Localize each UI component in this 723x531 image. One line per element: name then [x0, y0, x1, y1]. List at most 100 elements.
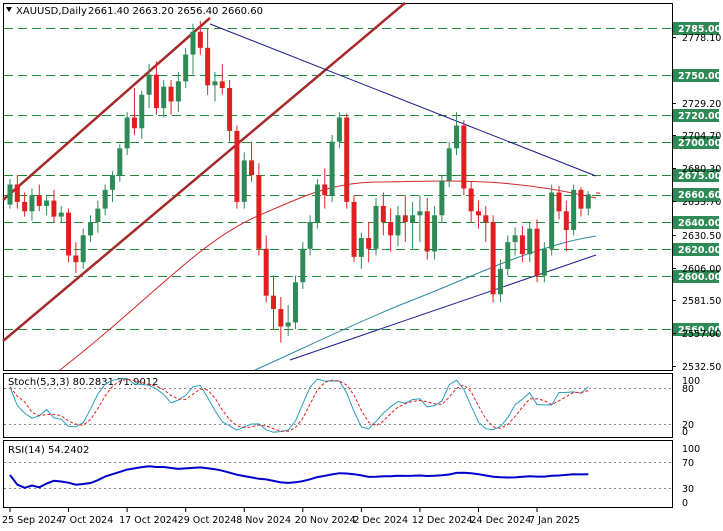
- level-tag-2: [673, 109, 719, 122]
- x-tick-label-2: 17 Oct 2024: [119, 515, 178, 526]
- candle-body-75: [556, 192, 562, 212]
- rsi-panel-frame: [3, 440, 673, 508]
- y-tick-label-1: 2729.20: [682, 99, 721, 110]
- candle-body-70: [519, 235, 525, 255]
- candle-body-66: [490, 221, 496, 295]
- candle-body-19: [146, 74, 152, 95]
- header-symbol: XAUUSD,Daily: [16, 6, 87, 17]
- stoch-header: Stoch(5,3,3) 80.2831 71.9012: [8, 377, 159, 388]
- x-tick-label-5: 20 Nov 2024: [295, 515, 356, 526]
- stoch-signal-line: [9, 378, 589, 432]
- candle-body-8: [66, 212, 72, 256]
- stoch-level-label-0: 80: [682, 384, 694, 395]
- candle-body-72: [534, 228, 540, 276]
- candle-body-22: [168, 86, 174, 102]
- candle-body-18: [139, 94, 145, 129]
- y-tick-label-8: 2557.00: [682, 329, 721, 340]
- rsi-panel: RSI(14) 54.2402 70 30 100 0: [4, 444, 700, 509]
- channel-upper-line: [2, 17, 211, 201]
- level-tag-4: [673, 169, 719, 182]
- y-tick-label-7: 2581.50: [682, 296, 721, 307]
- level-tag-0: [673, 22, 719, 35]
- trendlines-and-averages: [2, 2, 597, 371]
- candle-body-3: [29, 195, 35, 212]
- candle-body-71: [527, 228, 533, 255]
- candle-body-41: [307, 221, 313, 249]
- candle-body-6: [51, 200, 57, 217]
- x-tick-label-4: 8 Nov 2024: [236, 515, 291, 526]
- candle-body-39: [292, 282, 298, 323]
- candle-body-34: [256, 175, 262, 249]
- candle-body-43: [322, 184, 328, 196]
- candle-body-79: [585, 194, 591, 209]
- candle-body-36: [271, 295, 277, 310]
- x-tick-label-9: 7 Jan 2025: [529, 515, 580, 526]
- candle-body-47: [351, 201, 357, 257]
- candle-body-7: [58, 212, 64, 217]
- x-tick-label-6: 2 Dec 2024: [353, 515, 408, 526]
- candle-body-74: [549, 192, 555, 249]
- channel-lower-line: [2, 2, 406, 342]
- candle-body-50: [373, 205, 379, 249]
- candle-body-28: [212, 81, 218, 86]
- candle-body-68: [505, 242, 511, 269]
- price-axis: 2785.00 2750.00 2720.00 2700.00 2675.00 2660.…: [672, 22, 722, 373]
- candle-body-31: [234, 130, 240, 202]
- candle-body-35: [263, 248, 269, 296]
- x-tick-label-3: 29 Oct 2024: [178, 515, 237, 526]
- candle-body-5: [44, 200, 50, 206]
- candle-body-76: [563, 211, 569, 231]
- candle-body-49: [366, 238, 372, 249]
- rsi-level-label-0: 70: [682, 458, 694, 469]
- candle-body-58: [432, 215, 438, 252]
- stoch-axis-label-1: 0: [682, 427, 688, 438]
- candle-body-23: [175, 81, 181, 102]
- current-price-tag: [673, 188, 719, 201]
- candle-body-4: [36, 195, 42, 206]
- candle-body-62: [461, 125, 467, 189]
- candle-body-30: [227, 88, 233, 131]
- level-tag-9: [673, 323, 719, 336]
- stoch-axis-label-0: 100: [682, 376, 700, 387]
- x-tick-label-0: 25 Sep 2024: [2, 515, 62, 526]
- stochastic-panel: Stoch(5,3,3) 80.2831 71.9012 80 20 100 0: [4, 376, 700, 438]
- candles: [7, 21, 591, 343]
- y-tick-label-4: 2655.70: [682, 197, 721, 208]
- candle-body-14: [109, 175, 115, 190]
- candle-body-67: [497, 268, 503, 295]
- candle-body-53: [395, 215, 401, 236]
- candle-body-56: [417, 211, 423, 216]
- stoch-main-line: [9, 377, 589, 433]
- rsi-line: [9, 465, 589, 489]
- resistance-trendline: [209, 23, 597, 177]
- candle-body-11: [88, 221, 94, 236]
- level-tag-label-9: 2560.00: [678, 325, 722, 336]
- candle-body-32: [241, 160, 247, 202]
- level-tag-label-0: 2785.00: [678, 24, 722, 35]
- candle-body-52: [388, 221, 394, 236]
- stoch-panel-frame: [3, 373, 673, 438]
- level-tag-6: [673, 216, 719, 229]
- candle-body-16: [124, 117, 130, 149]
- candle-body-45: [336, 117, 342, 142]
- candle-body-21: [161, 86, 167, 109]
- candle-body-54: [402, 215, 408, 222]
- candle-body-10: [80, 235, 86, 263]
- candle-body-61: [454, 125, 460, 149]
- candle-body-40: [300, 248, 306, 283]
- candle-body-38: [285, 322, 291, 327]
- stoch-level-label-1: 20: [682, 420, 694, 431]
- candle-body-12: [95, 208, 101, 222]
- candle-body-24: [183, 54, 189, 82]
- candle-body-15: [117, 148, 123, 176]
- y-tick-label-5: 2630.50: [682, 231, 721, 242]
- rsi-axis-label-1: 0: [682, 498, 688, 509]
- level-tag-8: [673, 270, 719, 283]
- level-tag-label-1: 2750.00: [678, 71, 722, 82]
- candle-body-9: [73, 255, 79, 263]
- x-tick-label-8: 24 Dec 2024: [470, 515, 531, 526]
- moving-average-teal: [254, 235, 597, 371]
- candle-body-46: [344, 117, 350, 202]
